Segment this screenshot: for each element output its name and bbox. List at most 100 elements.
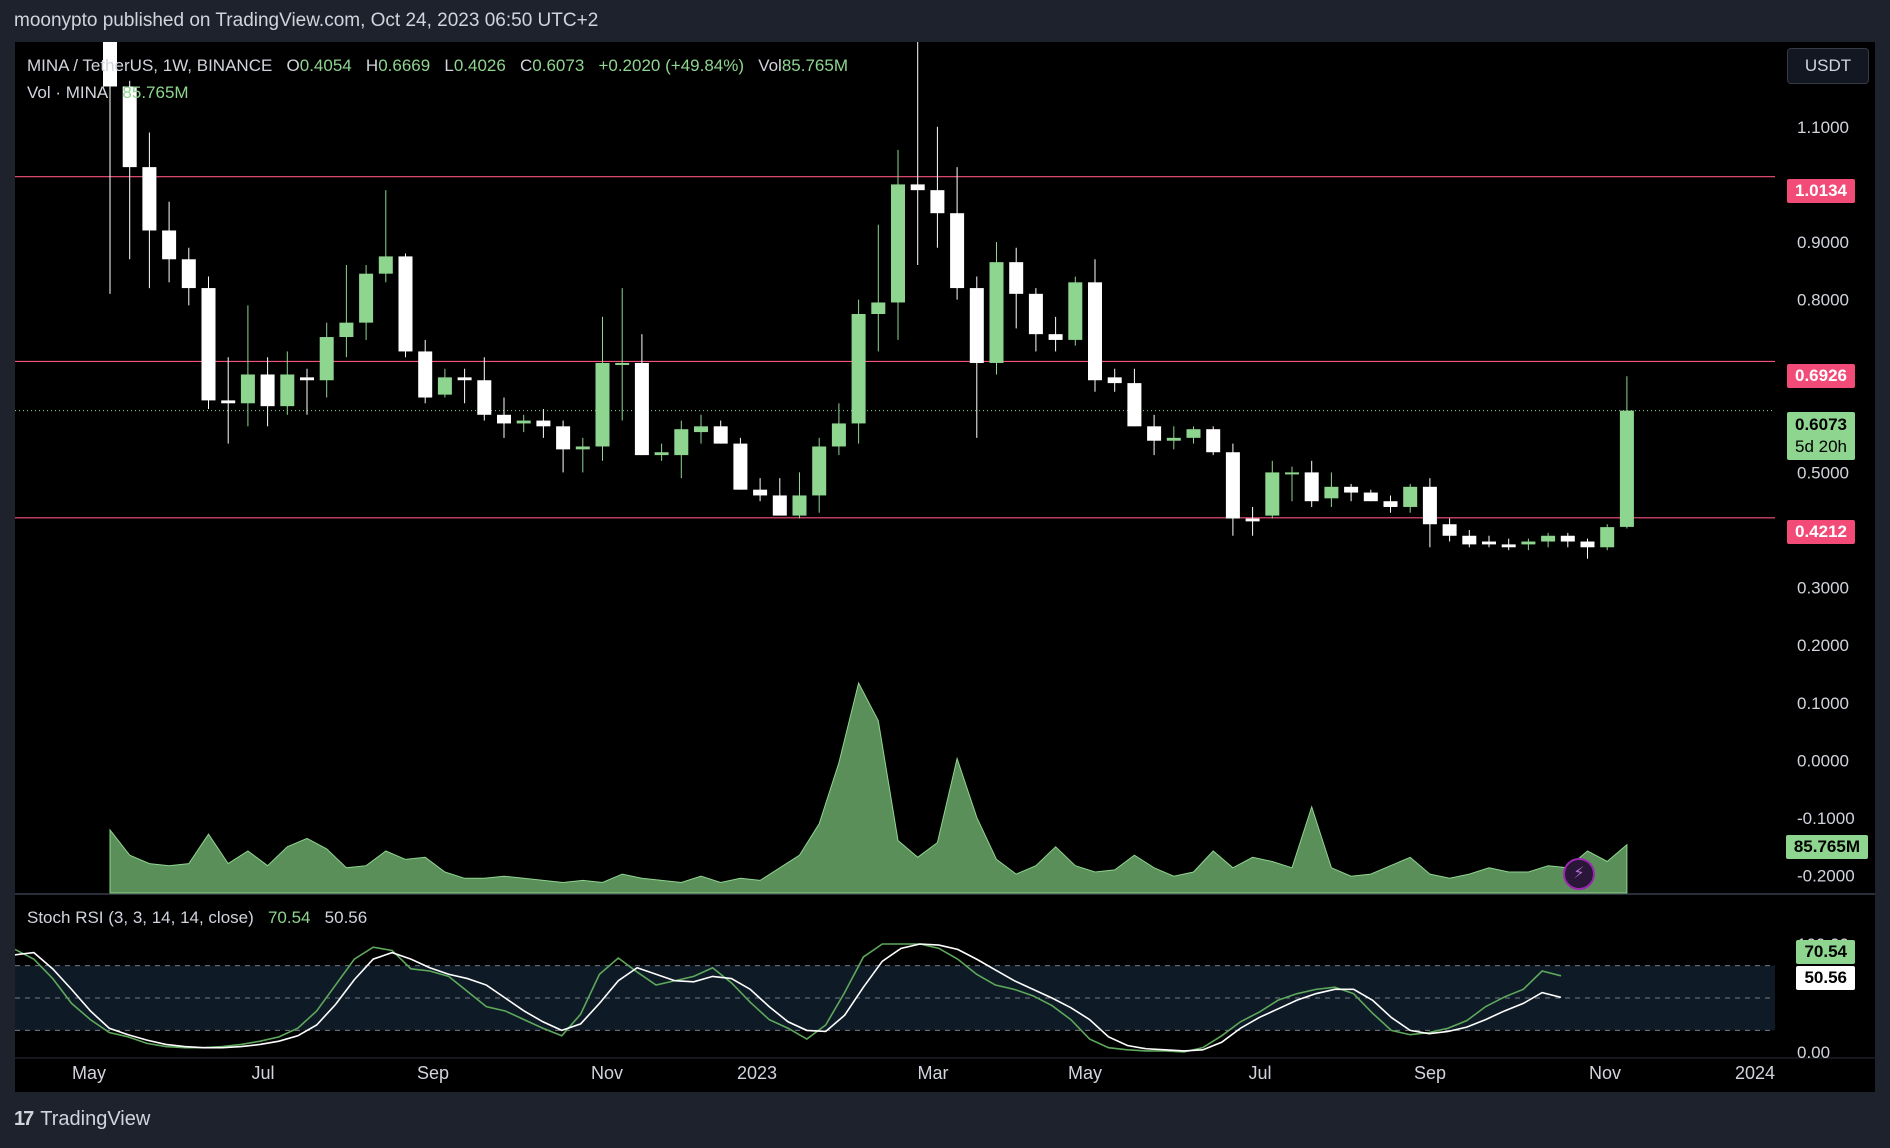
time-axis-tick-label: 2024: [1735, 1063, 1775, 1083]
candle-body: [1383, 501, 1398, 507]
price-axis-tick-label: 0.1000: [1797, 694, 1849, 713]
candle-body: [930, 190, 945, 214]
candle-body: [595, 362, 610, 447]
candle-body: [1147, 426, 1162, 441]
candle-body: [812, 446, 827, 496]
candle-body: [713, 426, 728, 444]
currency-button[interactable]: USDT: [1787, 48, 1869, 84]
price-axis-tick-label: 0.9000: [1797, 233, 1849, 252]
hline-tag-3: 0.4212: [1787, 520, 1855, 544]
tradingview-logo-icon[interactable]: 17: [14, 1108, 34, 1130]
time-axis-tick-label: Sep: [1414, 1063, 1446, 1083]
time-axis-tick-label: Jul: [1248, 1063, 1271, 1083]
candle-body: [989, 262, 1004, 363]
candle-body: [1225, 452, 1240, 519]
last-price-tag: 0.6073 5d 20h: [1787, 412, 1855, 460]
volume-indicator-value: 85.765M: [122, 83, 189, 102]
candle-body: [1304, 472, 1319, 502]
time-axis-tick-label: May: [72, 1063, 106, 1083]
candle-body: [1521, 541, 1536, 545]
time-axis-tick-label: Jul: [251, 1063, 274, 1083]
candle-body: [871, 302, 886, 314]
candle-body: [950, 213, 965, 289]
tradingview-brand[interactable]: TradingView: [40, 1108, 151, 1130]
chart-frame[interactable]: 1.1000 0.9000 0.8000 0.5000 0.3000 0.2000 0.10…: [15, 42, 1875, 1092]
candle-body: [1580, 541, 1595, 548]
price-axis-tick-label: -0.2000: [1797, 867, 1855, 886]
hline-tag-1: 1.0134: [1787, 179, 1855, 203]
close-label: C: [520, 56, 533, 75]
candle-body: [1482, 541, 1496, 545]
volume-indicator-label[interactable]: Vol · MINA: [27, 83, 109, 102]
time-axis-tick-label: May: [1068, 1063, 1102, 1083]
candle-body: [891, 184, 905, 303]
price-axis-tick-label: 0.5000: [1797, 463, 1849, 482]
candle-body: [536, 420, 551, 427]
candle-body: [339, 322, 354, 338]
candle-body: [103, 42, 117, 87]
candle-body: [1245, 518, 1260, 522]
lightning-icon[interactable]: ⚡: [1563, 858, 1595, 890]
candle-body: [1363, 492, 1378, 502]
candle-body: [1068, 282, 1083, 340]
candle-body: [240, 374, 255, 404]
candle-body: [1088, 282, 1102, 381]
candle-body: [437, 377, 452, 395]
close-value: 0.6073: [532, 56, 585, 75]
candle-body: [1107, 377, 1122, 384]
candle-body: [1344, 486, 1359, 493]
candle-body: [1127, 383, 1142, 427]
candle-body: [162, 230, 177, 260]
candle-body: [359, 273, 374, 323]
candle-body: [142, 167, 157, 231]
stoch-k-tag: 70.54: [1796, 940, 1855, 964]
candle-body: [457, 377, 472, 381]
candle-body: [398, 256, 413, 352]
candle-body: [181, 259, 196, 289]
change-value: +0.2020 (+49.84%): [598, 56, 745, 75]
candle-body: [1166, 437, 1181, 441]
candle-body: [1560, 535, 1575, 542]
symbol-name[interactable]: MINA / TetherUS, 1W, BINANCE: [27, 56, 273, 75]
open-value: 0.4054: [299, 56, 352, 75]
volume-tag: 85.765M: [1785, 835, 1868, 859]
price-axis-tick-label: 1.1000: [1797, 118, 1849, 137]
time-axis-tick-label: 2023: [737, 1063, 777, 1083]
candle-body: [674, 429, 689, 456]
candle-body: [1028, 293, 1043, 335]
candle-body: [201, 288, 216, 401]
high-label: H: [365, 56, 379, 75]
symbol-legend: MINA / TetherUS, 1W, BINANCE O0.4054 H 0.…: [27, 52, 848, 106]
stoch-d-line: [15, 943, 1562, 1052]
stoch-k-value: 70.54: [267, 908, 311, 927]
candle-body: [1265, 472, 1280, 516]
stoch-axis-tick-label: 0.00: [1797, 1043, 1830, 1062]
price-axis-tick-label: 0.3000: [1797, 579, 1849, 598]
hline-tag-2: 0.6926: [1787, 364, 1855, 388]
candle-body: [910, 184, 925, 191]
stoch-d-tag: 50.56: [1796, 966, 1855, 990]
candle-body: [1442, 524, 1457, 536]
candle-body: [792, 495, 807, 516]
grid-layer: [15, 893, 1875, 1059]
candle-body: [851, 314, 866, 424]
stoch-rsi-name[interactable]: Stoch RSI (3, 3, 14, 14, close): [27, 908, 254, 927]
time-axis-tick-label: Sep: [417, 1063, 449, 1083]
candle-body: [1541, 535, 1556, 542]
candle-body: [1462, 535, 1477, 545]
candle-body: [1048, 334, 1063, 340]
volume-layer: [109, 681, 1628, 894]
chart-canvas[interactable]: 1.1000 0.9000 0.8000 0.5000 0.3000 0.2000 0.10…: [15, 42, 1875, 1092]
candle-body: [753, 489, 768, 496]
candle-body: [516, 420, 531, 424]
candle-body: [221, 400, 236, 404]
publish-header: moonypto published on TradingView.com, O…: [14, 10, 599, 31]
candle-body: [575, 446, 590, 450]
candle-body: [733, 443, 748, 490]
candle-body: [1009, 262, 1024, 294]
price-axis-tick-label: 0.0000: [1797, 751, 1849, 770]
candle-body: [1206, 429, 1221, 453]
stoch-lines-layer: [15, 943, 1562, 1053]
open-label: O: [286, 56, 300, 75]
stoch-k-line: [15, 943, 1562, 1053]
